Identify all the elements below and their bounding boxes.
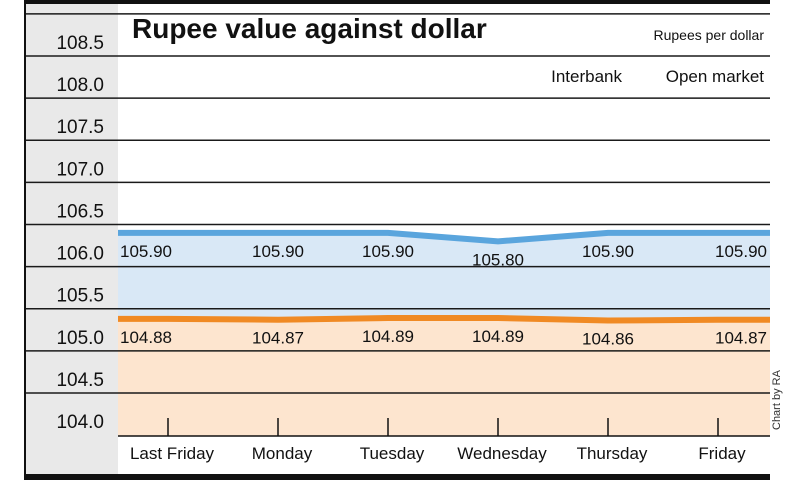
unit-label: Rupees per dollar	[653, 27, 764, 43]
y-axis-panel	[24, 0, 118, 480]
y-tick-label: 106.0	[56, 244, 104, 265]
y-tick-label: 106.5	[56, 201, 104, 222]
open-market-data-label: 105.90	[715, 242, 767, 261]
x-tick-label: Monday	[252, 444, 313, 463]
y-tick-label: 104.5	[56, 370, 104, 391]
chart-title: Rupee value against dollar	[132, 13, 487, 44]
legend-open-market: Open market	[666, 67, 765, 86]
chart-credit: Chart by RA	[771, 369, 783, 430]
y-tick-label: 104.0	[56, 412, 104, 433]
y-tick-label: 107.5	[56, 117, 104, 138]
open-market-data-label: 105.90	[582, 242, 634, 261]
open-market-area	[118, 232, 770, 321]
open-market-line	[118, 229, 770, 245]
interbank-area	[118, 318, 770, 436]
open-market-data-label: 105.90	[252, 242, 304, 261]
x-tick-label: Friday	[698, 444, 746, 463]
legend-interbank: Interbank	[551, 67, 622, 86]
open-market-data-label: 105.90	[120, 242, 172, 261]
open-market-data-label: 105.90	[362, 242, 414, 261]
open-market-data-label: 105.80	[472, 250, 524, 269]
interbank-data-label: 104.87	[252, 329, 304, 348]
y-tick-label: 107.0	[56, 159, 104, 180]
y-tick-label: 105.0	[56, 328, 104, 349]
x-tick-label: Thursday	[577, 444, 648, 463]
y-tick-label: 108.5	[56, 33, 104, 54]
interbank-data-label: 104.86	[582, 330, 634, 349]
left-border	[24, 0, 26, 480]
interbank-data-label: 104.89	[472, 327, 524, 346]
bottom-border	[24, 474, 770, 480]
y-tick-label: 105.5	[56, 286, 104, 307]
x-tick-label: Tuesday	[360, 444, 425, 463]
x-tick-label: Wednesday	[457, 444, 547, 463]
top-border	[24, 0, 770, 4]
interbank-data-label: 104.87	[715, 329, 767, 348]
interbank-data-label: 104.89	[362, 327, 414, 346]
x-tick-label: Last Friday	[130, 444, 215, 463]
y-tick-label: 108.0	[56, 75, 104, 96]
interbank-data-label: 104.88	[120, 328, 172, 347]
interbank-line	[118, 315, 770, 324]
